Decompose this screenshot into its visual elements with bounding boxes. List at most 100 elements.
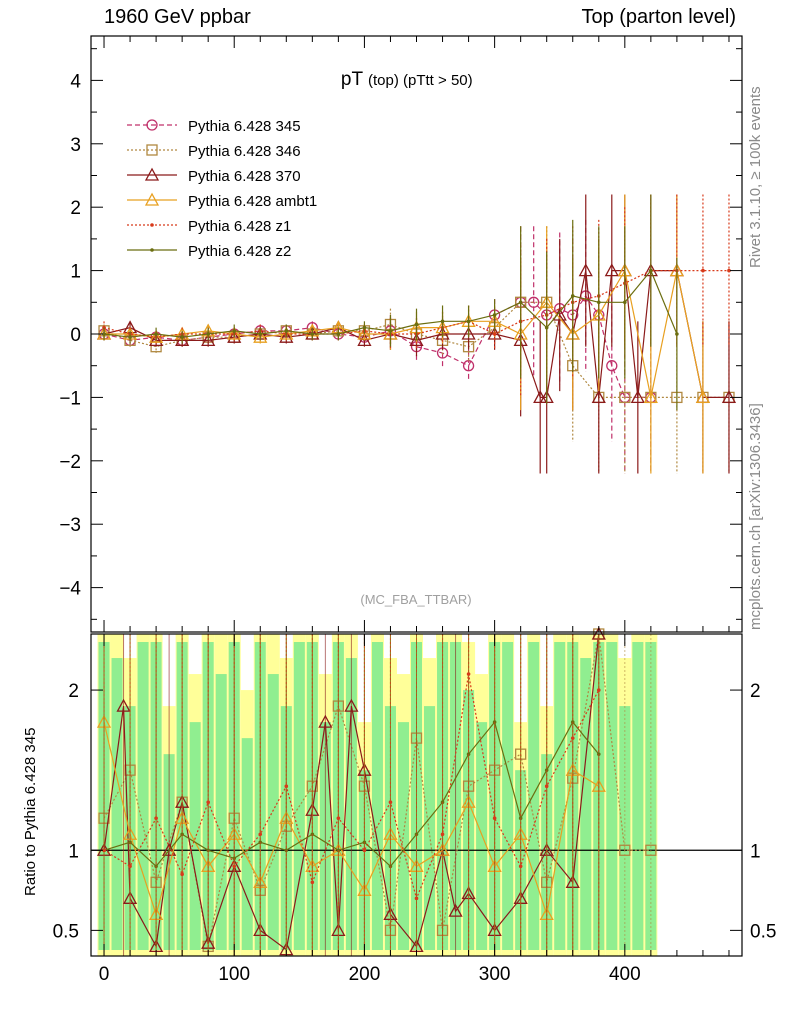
main-ytick-label: 3 (70, 135, 81, 156)
ratio-point-z1 (362, 848, 367, 853)
legend-marker-ambt1 (144, 192, 160, 206)
ratio-point-z1 (232, 864, 237, 869)
ratio-point-z1 (310, 880, 315, 885)
data-point-s370 (461, 326, 476, 340)
data-point-z2 (440, 319, 445, 324)
ratio-ytick-label: 0.5 (53, 921, 79, 942)
data-point-z2 (154, 332, 158, 336)
plot-title-main: pT (341, 69, 364, 90)
data-point-s370 (591, 390, 606, 404)
ratio-ytick-label: 2 (68, 681, 79, 702)
main-ytick-label: −3 (59, 515, 81, 536)
ratio-xtick-label: 100 (218, 964, 250, 985)
ratio-band-green (528, 642, 540, 950)
ratio-point-s370 (116, 698, 131, 712)
ratio-band-green (111, 658, 123, 950)
data-point-z2 (570, 294, 575, 298)
plot-title-sub: (top) (pTtt > 50) (368, 72, 473, 89)
ratio-point-z1 (128, 864, 132, 869)
ratio-band-green (189, 722, 201, 950)
ratio-line-z1 (103, 673, 600, 901)
ratio-ytick-label-right: 1 (750, 841, 761, 862)
data-point-z1 (727, 268, 731, 273)
ratio-xtick-label: 200 (349, 964, 381, 985)
data-point-z2 (544, 325, 549, 330)
data-point-z2 (102, 332, 106, 336)
ratio-point-z1 (466, 672, 471, 676)
ratio-xtick-label: 400 (609, 964, 641, 985)
analysis-tag: (MC_FBA_TTBAR) (360, 592, 471, 607)
data-point-z2 (336, 332, 341, 336)
data-point-z2 (675, 332, 679, 336)
data-point-s370 (630, 390, 645, 404)
data-point-z2 (180, 335, 184, 339)
ratio-xtick-label: 300 (479, 964, 511, 985)
series-line-ambt1 (104, 268, 704, 398)
ratio-band-green (645, 642, 657, 950)
ratio-band-green (267, 674, 279, 950)
ratio-band-green (619, 706, 631, 950)
data-point-s370 (357, 332, 372, 346)
ratio-line-z2 (103, 720, 600, 868)
ratio-ytick-label-right: 2 (750, 681, 761, 702)
ratio-band-green (215, 674, 227, 950)
ratio-band-green (293, 642, 305, 950)
data-point-ambt1 (695, 390, 711, 404)
data-point-z2 (466, 319, 471, 324)
ratio-point-z1 (284, 784, 289, 788)
legend-label-s370: Pythia 6.428 370 (188, 168, 301, 185)
legend-marker-s346 (146, 144, 158, 156)
ratio-point-z1 (336, 816, 341, 821)
data-point-s370 (149, 332, 164, 346)
legend-label-z2: Pythia 6.428 z2 (188, 243, 291, 260)
data-point-z2 (649, 268, 653, 273)
data-point-z2 (258, 332, 263, 336)
ratio-band-green (632, 642, 644, 950)
ratio-point-s370 (448, 903, 463, 917)
ratio-point-z1 (258, 832, 263, 837)
ratio-point-z1 (154, 816, 158, 821)
ratio-series-z1 (102, 634, 601, 956)
series-z2 (102, 194, 679, 411)
data-point-z2 (596, 300, 601, 305)
data-point-z2 (310, 332, 315, 336)
main-ytick-label: 1 (70, 262, 81, 283)
legend-marker-s370 (144, 167, 160, 181)
ratio-point-z1 (544, 784, 549, 788)
data-point-z2 (388, 329, 393, 333)
main-ytick-label: −1 (59, 388, 81, 409)
data-point-s370 (175, 332, 190, 346)
data-point-s370 (201, 332, 216, 346)
ratio-point-z1 (518, 864, 523, 869)
main-ytick-label: 2 (70, 198, 81, 219)
ratio-point-s346 (619, 844, 631, 856)
data-point-z2 (518, 300, 523, 305)
data-point-s370 (279, 329, 294, 343)
data-point-s346 (619, 391, 631, 404)
data-point-z2 (492, 313, 497, 317)
ratio-point-z1 (414, 896, 419, 901)
ratio-point-z1 (596, 688, 601, 692)
legend-marker-s345 (146, 119, 158, 131)
data-point-z2 (284, 329, 289, 333)
ratio-band-green (554, 642, 566, 950)
main-ytick-label: 0 (70, 325, 81, 346)
main-ytick-label: −2 (59, 452, 81, 473)
data-point-z2 (623, 300, 627, 305)
ratio-band-green (502, 642, 514, 950)
ratio-point-z1 (206, 800, 210, 805)
ratio-xtick-label: 0 (99, 964, 110, 985)
ratio-band-green (580, 658, 592, 950)
ratio-point-z1 (570, 736, 575, 740)
data-point-z1 (492, 332, 497, 336)
data-point-s370 (604, 263, 619, 277)
ratio-point-z1 (102, 848, 106, 853)
ratio-band-green (606, 642, 618, 950)
data-point-s345 (606, 360, 618, 372)
data-point-s370 (409, 332, 424, 346)
ratio-point-z1 (440, 832, 445, 837)
ratio-point-z1 (492, 816, 497, 821)
data-point-s370 (578, 263, 593, 277)
ratio-band-green (137, 642, 149, 950)
